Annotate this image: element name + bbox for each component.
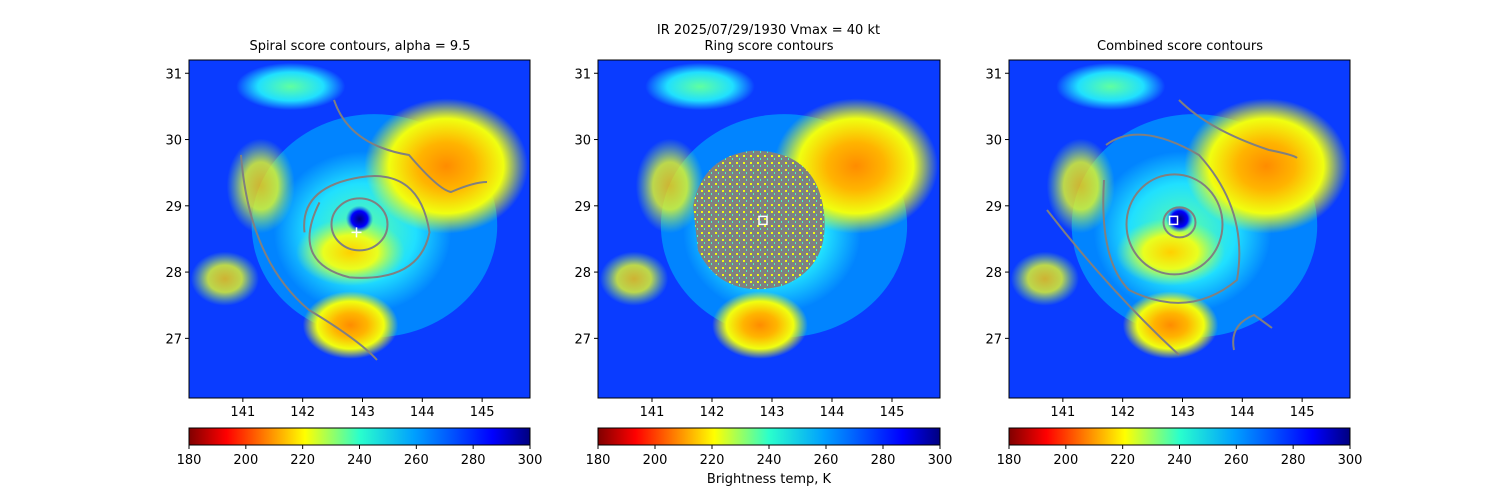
- x-tick-label: 143: [1170, 405, 1195, 420]
- colorbar: [1008, 427, 1351, 446]
- y-tick-label: 30: [574, 134, 591, 149]
- x-tick-label: 143: [760, 405, 785, 420]
- colorbar-tick-label: 180: [177, 453, 202, 468]
- colorbar-tick-label: 240: [1167, 453, 1192, 468]
- y-tick-label: 31: [165, 67, 182, 82]
- cloud-band-n: [645, 62, 755, 111]
- figure-suptitle: IR 2025/07/29/1930 Vmax = 40 kt: [0, 24, 1500, 38]
- x-tick-label: 142: [290, 405, 315, 420]
- convective-cluster-s: [1122, 291, 1219, 359]
- combined-contour-ne: [1178, 99, 1298, 159]
- colorbar-tick-label: 280: [1281, 453, 1306, 468]
- y-tick-label: 30: [165, 134, 182, 149]
- y-tick-label: 30: [985, 134, 1002, 149]
- x-tick-label: 145: [1290, 405, 1315, 420]
- x-tick-label: 141: [1050, 405, 1075, 420]
- colorbar-tick-label: 200: [1053, 453, 1078, 468]
- spiral-contour-outer-w: [240, 154, 378, 361]
- rainband-w: [635, 138, 705, 234]
- colorbar-tick-label: 200: [233, 453, 258, 468]
- storm-eye: [1165, 205, 1194, 233]
- x-tick-label: 144: [820, 405, 845, 420]
- panel-3: 141 142 143 144 145 27 28 29 30 31 180 200 220 240 260…: [985, 59, 1363, 468]
- spiral-contour-mid: [303, 175, 431, 279]
- colorbar-tick-label: 300: [928, 453, 953, 468]
- combined-contour-outer: [1102, 133, 1241, 304]
- colorbar-tick-label: 220: [1110, 453, 1135, 468]
- ir-imagery-panel-3: [1009, 60, 1350, 398]
- x-tick-label: 145: [470, 405, 495, 420]
- y-tick-label: 28: [165, 266, 182, 281]
- y-tick-label: 29: [574, 200, 591, 215]
- colorbar-tick-label: 240: [347, 453, 372, 468]
- panel-1: 141 142 143 144 145 27 28 29 30 31 180 200 220 240 260…: [165, 59, 543, 468]
- rainband-sw: [1010, 251, 1079, 306]
- center-square-marker: [758, 215, 768, 226]
- x-tick-label: 145: [880, 405, 905, 420]
- x-tick-label: 144: [1230, 405, 1255, 420]
- cloud-band-n: [1056, 62, 1166, 111]
- combined-contour-se: [1232, 313, 1273, 351]
- rainband-s: [295, 218, 406, 286]
- colorbar-tick-label: 180: [997, 453, 1022, 468]
- y-tick-label: 31: [574, 67, 591, 82]
- y-tick-label: 28: [985, 266, 1002, 281]
- y-tick-label: 31: [985, 67, 1002, 82]
- rainband-w: [1046, 138, 1115, 234]
- colorbar-tick-label: 260: [404, 453, 429, 468]
- convective-cluster-s: [302, 291, 399, 359]
- storm-eye: [345, 205, 374, 233]
- y-tick-label: 27: [165, 332, 182, 347]
- convective-cluster-ne: [364, 98, 529, 234]
- combined-contour-inner: [1162, 206, 1197, 239]
- axes-frame: [597, 59, 941, 399]
- combined-contour-sw: [1046, 209, 1180, 356]
- colorbar-tick-label: 180: [586, 453, 611, 468]
- panel-1-title: Spiral score contours, alpha = 9.5: [249, 39, 471, 54]
- colorbar-tick-label: 300: [518, 453, 543, 468]
- rainband-w: [226, 138, 295, 234]
- panel-3-title: Combined score contours: [1097, 39, 1263, 54]
- y-tick-label: 29: [985, 200, 1002, 215]
- colorbar-label: Brightness temp, K: [706, 472, 832, 487]
- cloud-band-n: [236, 62, 346, 111]
- y-tick-label: 27: [574, 332, 591, 347]
- y-tick-label: 29: [165, 200, 182, 215]
- x-tick-label: 141: [640, 405, 665, 420]
- y-tick-label: 28: [574, 266, 591, 281]
- x-tick-label: 143: [350, 405, 375, 420]
- colorbar-tick-label: 260: [814, 453, 839, 468]
- x-tick-label: 144: [410, 405, 435, 420]
- x-tick-label: 141: [230, 405, 255, 420]
- colorbar-tick-label: 220: [700, 453, 725, 468]
- panel-2: 141 142 143 144 145 27 28 29 30 31 180 200 220 240 260…: [574, 59, 953, 468]
- rainband-sw: [190, 251, 259, 306]
- center-plus-marker: [351, 227, 362, 238]
- ir-imagery-panel-1: [189, 60, 530, 398]
- colorbar-tick-label: 280: [461, 453, 486, 468]
- center-square-marker: [1168, 215, 1179, 226]
- rainband-sw: [599, 251, 669, 306]
- axes-frame: [1008, 59, 1351, 399]
- combined-contour-mid: [1125, 173, 1224, 276]
- colorbar-tick-label: 300: [1338, 453, 1363, 468]
- suptitle-line1: IR 2025/07/29/1930 Vmax = 40 kt: [656, 23, 881, 38]
- panel-2-title: Ring score contours: [704, 39, 834, 54]
- colorbar-tick-label: 260: [1224, 453, 1249, 468]
- convective-cluster-s: [712, 291, 808, 359]
- spiral-contour-outer-ne: [333, 99, 488, 194]
- colorbar: [188, 427, 531, 446]
- x-tick-label: 142: [1110, 405, 1135, 420]
- spiral-contour-inner: [330, 197, 389, 252]
- colorbar-tick-label: 220: [290, 453, 315, 468]
- colorbar: [597, 427, 941, 446]
- ir-imagery-panel-2: [598, 60, 940, 398]
- colorbar-tick-label: 240: [757, 453, 782, 468]
- axes-frame: [188, 59, 531, 399]
- colorbar-tick-label: 200: [643, 453, 668, 468]
- colorbar-tick-label: 280: [871, 453, 896, 468]
- y-tick-label: 27: [985, 332, 1002, 347]
- x-tick-label: 142: [700, 405, 725, 420]
